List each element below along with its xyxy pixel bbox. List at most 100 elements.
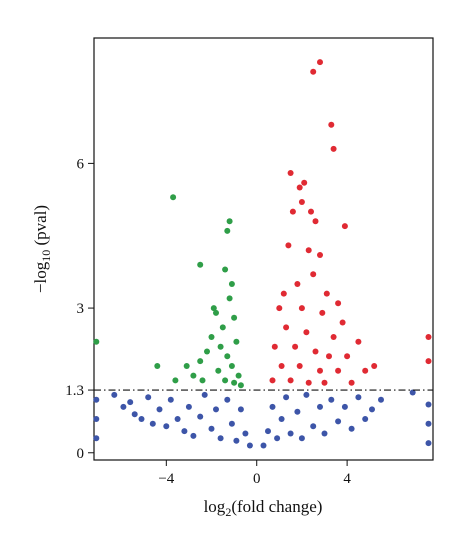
not_significant-point <box>260 442 267 449</box>
up-point <box>344 353 351 360</box>
down-point <box>154 363 161 369</box>
not_significant-point <box>156 406 163 413</box>
down-point <box>204 348 210 355</box>
not_significant-point <box>341 403 348 410</box>
down-point <box>172 377 179 384</box>
not_significant-point <box>425 401 432 408</box>
not_significant-point <box>201 391 208 398</box>
up-point <box>310 68 317 75</box>
y-tick-label: 6 <box>77 156 85 172</box>
up-point <box>371 363 378 369</box>
up-point <box>301 179 308 186</box>
not_significant-point <box>328 396 335 403</box>
not_significant-point <box>120 403 127 410</box>
down-point <box>226 218 233 225</box>
up-point <box>287 170 294 176</box>
not_significant-point <box>362 416 369 422</box>
up-point <box>308 208 314 215</box>
not_significant-point <box>233 437 240 444</box>
up-point <box>283 324 290 331</box>
up-point <box>339 319 346 326</box>
up-point <box>348 379 355 386</box>
down-point <box>224 353 231 360</box>
not_significant-point <box>425 440 432 447</box>
down-point <box>228 281 235 287</box>
not_significant-point <box>167 396 174 403</box>
down-point <box>222 377 229 384</box>
not_significant-point <box>274 435 281 442</box>
not_significant-point <box>298 435 305 442</box>
down-point <box>235 372 242 379</box>
not_significant-point <box>317 403 323 410</box>
up-point <box>321 379 328 386</box>
not_significant-point <box>335 418 342 425</box>
up-point <box>355 338 362 345</box>
not_significant-point <box>217 435 224 442</box>
up-point <box>296 184 303 191</box>
up-point <box>287 377 294 384</box>
down-point <box>219 324 226 331</box>
up-point <box>276 305 283 312</box>
down-point <box>222 266 229 273</box>
y-axis-ticks: 0 1.3 3 6 <box>65 156 94 462</box>
not_significant-point <box>131 411 138 418</box>
down-point <box>226 295 233 302</box>
down-point <box>170 194 177 201</box>
not_significant-point <box>185 403 192 410</box>
y-tick-label: 1.3 <box>65 383 84 399</box>
not_significant-point <box>348 425 355 432</box>
not_significant-point <box>409 389 416 396</box>
up-point <box>319 309 326 316</box>
up-point <box>285 242 292 249</box>
not_significant-point <box>283 394 290 401</box>
up-point <box>330 145 337 152</box>
up-point <box>298 305 305 312</box>
not_significant-point <box>303 391 310 398</box>
not_significant-point <box>93 396 100 403</box>
not_significant-point <box>242 430 249 437</box>
up-point <box>326 353 332 360</box>
not_significant-point <box>145 394 152 401</box>
up-point <box>271 343 278 350</box>
up-point <box>330 334 337 340</box>
not_significant-point <box>246 442 253 449</box>
up-point <box>312 348 319 355</box>
not_significant-point <box>149 420 156 427</box>
not_significant-point <box>190 432 197 439</box>
down-point <box>224 227 231 234</box>
down-point <box>199 377 206 384</box>
up-point <box>328 121 335 128</box>
down-point <box>217 343 224 350</box>
up-point <box>298 199 305 205</box>
up-point <box>305 247 312 254</box>
not_significant-point <box>378 396 384 403</box>
up-point <box>305 379 312 386</box>
up-point <box>292 343 299 350</box>
not_significant-point <box>228 420 235 427</box>
up-point <box>317 367 323 374</box>
data-points <box>93 59 432 449</box>
down-point <box>231 314 238 321</box>
not_significant-point <box>425 420 432 427</box>
not_significant-point <box>321 430 328 437</box>
down-point <box>215 367 222 374</box>
x-tick-label: 0 <box>253 471 261 487</box>
down-point <box>190 372 197 379</box>
not_significant-point <box>355 394 362 401</box>
up-point <box>323 290 330 297</box>
not_significant-point <box>93 435 100 442</box>
up-point <box>278 363 285 369</box>
not_significant-point <box>111 391 118 398</box>
x-tick-label: 4 <box>343 471 351 487</box>
not_significant-point <box>265 428 271 435</box>
not_significant-point <box>163 423 170 430</box>
not_significant-point <box>278 416 285 422</box>
up-point <box>310 271 317 278</box>
up-point <box>312 218 319 225</box>
not_significant-point <box>181 428 188 435</box>
up-point <box>362 367 369 374</box>
not_significant-point <box>197 413 204 420</box>
down-point <box>231 379 238 386</box>
